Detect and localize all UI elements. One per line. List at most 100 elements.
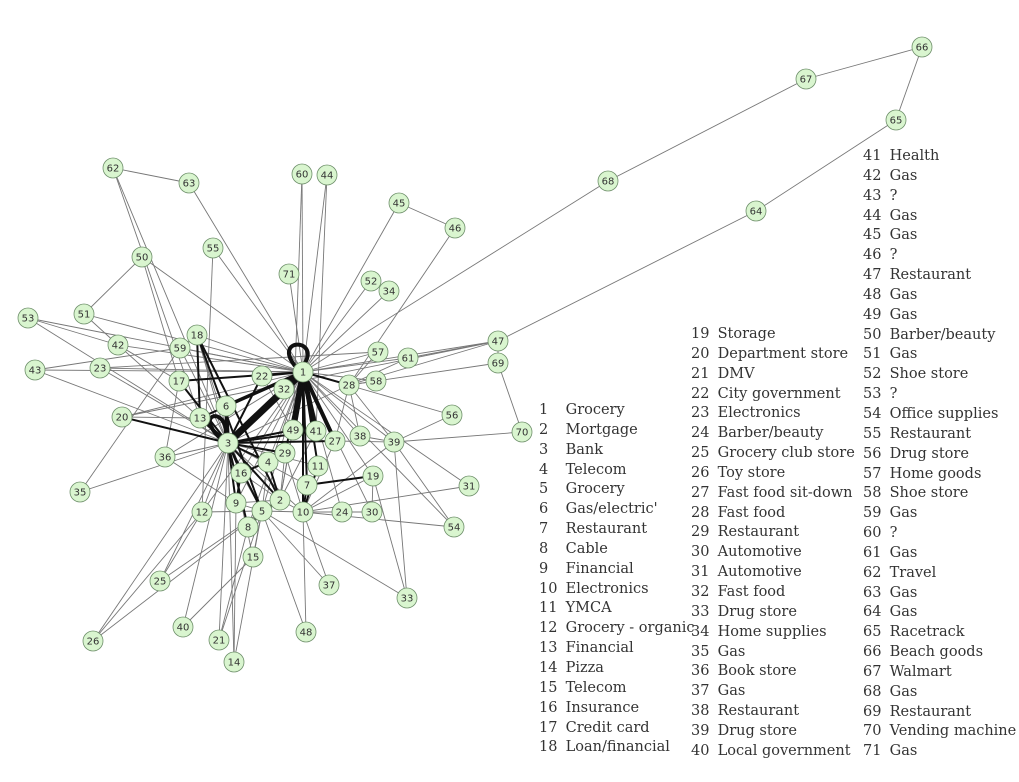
legend-number: 17 xyxy=(539,719,558,736)
node-label-23: 23 xyxy=(94,364,107,375)
node-label-46: 46 xyxy=(449,224,462,235)
node-43: 43 xyxy=(24,359,46,381)
node-circle-3 xyxy=(217,432,239,454)
node-46: 46 xyxy=(444,217,466,239)
legend-number: 61 xyxy=(863,544,882,561)
legend-number: 67 xyxy=(863,663,882,680)
legend-category: Drug store xyxy=(713,603,797,620)
node-circle-26 xyxy=(82,630,104,652)
node-70: 70 xyxy=(511,421,533,443)
node-label-9: 9 xyxy=(233,499,239,510)
node-label-28: 28 xyxy=(343,381,356,392)
legend-number: 20 xyxy=(691,345,710,362)
node-circle-25 xyxy=(149,570,171,592)
node-label-52: 52 xyxy=(365,277,378,288)
node-circle-58 xyxy=(365,370,387,392)
legend-entry-13: 13 Financial xyxy=(539,639,694,659)
legend-number: 37 xyxy=(691,683,710,700)
node-label-45: 45 xyxy=(393,199,406,210)
legend-entry-63: 63 Gas xyxy=(863,584,1016,604)
legend-number: 23 xyxy=(691,405,710,422)
node-label-63: 63 xyxy=(183,179,196,190)
node-circle-13 xyxy=(189,407,211,429)
legend-category: Gas xyxy=(885,346,918,363)
node-circle-67 xyxy=(795,68,817,90)
node-label-4: 4 xyxy=(265,458,271,469)
edge-3-35 xyxy=(79,442,229,493)
node-label-15: 15 xyxy=(247,553,260,564)
node-circle-8 xyxy=(237,516,259,538)
legend-number: 1 xyxy=(539,402,549,418)
node-label-59: 59 xyxy=(174,344,187,355)
node-64: 64 xyxy=(745,200,767,222)
node-label-53: 53 xyxy=(22,314,35,325)
node-48: 48 xyxy=(295,621,317,643)
legend-number: 8 xyxy=(539,540,549,557)
node-circle-1 xyxy=(292,361,314,383)
node-label-65: 65 xyxy=(890,116,903,127)
edge-10-19 xyxy=(302,475,374,513)
legend-category: Book store xyxy=(713,663,797,680)
node-circle-66 xyxy=(911,36,933,58)
node-circle-27 xyxy=(324,430,346,452)
node-circle-68 xyxy=(597,170,619,192)
node-circle-49 xyxy=(282,419,304,441)
edge-3-12 xyxy=(201,442,229,513)
node-circle-46 xyxy=(444,217,466,239)
legend-category: Health xyxy=(885,148,940,164)
node-circle-31 xyxy=(458,475,480,497)
node-30: 30 xyxy=(361,501,383,523)
legend-entry-58: 58 Shoe store xyxy=(863,484,1016,504)
node-label-64: 64 xyxy=(750,207,763,218)
legend-entry-16: 16 Insurance xyxy=(539,699,694,719)
legend-number: 34 xyxy=(691,623,710,640)
node-circle-9 xyxy=(225,492,247,514)
legend-category: Telecom xyxy=(561,461,627,478)
node-label-7: 7 xyxy=(304,481,310,492)
node-circle-22 xyxy=(251,365,273,387)
node-label-1: 1 xyxy=(300,368,306,379)
legend-category: Office supplies xyxy=(885,405,999,422)
legend-category: Barber/beauty xyxy=(885,326,996,343)
node-53: 53 xyxy=(17,307,39,329)
strong-edge-3-2 xyxy=(227,442,281,501)
node-circle-69 xyxy=(487,352,509,374)
legend-category: Electronics xyxy=(561,580,649,597)
node-32: 32 xyxy=(273,378,295,400)
legend-entry-32: 32 Fast food xyxy=(691,583,855,603)
node-layer: 1234567891011121314151617181920212223242… xyxy=(17,36,933,673)
legend-category: Shoe store xyxy=(885,366,969,383)
node-circle-10 xyxy=(292,501,314,523)
legend-category: Gas xyxy=(885,306,918,323)
edge-53-42 xyxy=(27,317,119,346)
node-49: 49 xyxy=(282,419,304,441)
legend-category: Gas xyxy=(713,643,746,660)
node-61: 61 xyxy=(397,347,419,369)
self-loop-3 xyxy=(207,414,228,440)
node-56: 56 xyxy=(441,404,463,426)
legend-number: 6 xyxy=(539,501,549,518)
legend-category: Gas xyxy=(885,544,918,561)
node-label-34: 34 xyxy=(383,287,396,298)
legend-entry-71: 71 Gas xyxy=(863,742,1016,762)
legend-entry-21: 21 DMV xyxy=(691,365,855,385)
node-label-27: 27 xyxy=(329,437,342,448)
legend-number: 57 xyxy=(863,465,882,482)
edge-1-54 xyxy=(302,371,455,528)
legend-number: 10 xyxy=(539,580,558,597)
legend-number: 12 xyxy=(539,620,558,637)
node-circle-33 xyxy=(396,587,418,609)
node-label-39: 39 xyxy=(388,438,401,449)
node-circle-53 xyxy=(17,307,39,329)
node-69: 69 xyxy=(487,352,509,374)
edge-1-42 xyxy=(117,344,304,373)
node-label-17: 17 xyxy=(173,377,186,388)
node-21: 21 xyxy=(208,629,230,651)
legend-number: 28 xyxy=(691,504,710,521)
legend-entry-69: 69 Restaurant xyxy=(863,703,1016,723)
node-4: 4 xyxy=(257,451,279,473)
legend-number: 48 xyxy=(863,286,882,303)
strong-edge-3-32 xyxy=(226,387,286,445)
legend-entry-25: 25 Grocery club store xyxy=(691,444,855,464)
